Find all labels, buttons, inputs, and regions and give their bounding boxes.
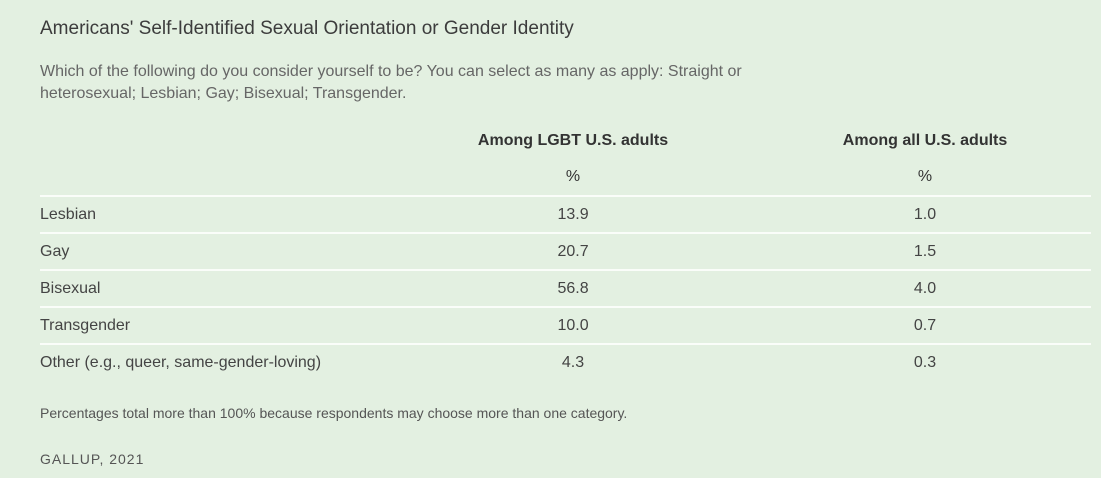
source-credit: GALLUP, 2021 <box>40 451 145 467</box>
value-lgbt: 10.0 <box>386 307 760 345</box>
column-header-category <box>40 122 387 159</box>
value-all: 4.0 <box>759 270 1091 308</box>
value-all: 0.3 <box>913 353 937 371</box>
value-lgbt: 4.3 <box>561 353 585 371</box>
header-row: Among LGBT U.S. adults Among all U.S. ad… <box>40 122 1091 159</box>
table-row: Gay 20.7 1.5 <box>40 233 1091 271</box>
row-label: Gay <box>40 233 387 271</box>
unit-lgbt: % <box>386 159 760 197</box>
row-label: Transgender <box>40 307 387 345</box>
unit-category <box>40 159 387 197</box>
footnote: Percentages total more than 100% because… <box>40 405 628 421</box>
column-header-all: Among all U.S. adults <box>842 131 1008 149</box>
survey-question: Which of the following do you consider y… <box>40 63 742 102</box>
chart-title: Americans' Self-Identified Sexual Orient… <box>40 18 574 39</box>
units-row: % % <box>40 159 1091 197</box>
value-lgbt: 13.9 <box>386 196 760 234</box>
table-row: Transgender 10.0 0.7 <box>40 307 1091 345</box>
value-all: 1.0 <box>759 196 1091 234</box>
table-row: Bisexual 56.8 4.0 <box>40 270 1091 308</box>
table-row: Lesbian 13.9 1.0 <box>40 196 1091 234</box>
row-label: Other (e.g., queer, same-gender-loving) <box>40 353 322 371</box>
value-all: 1.5 <box>759 233 1091 271</box>
row-label: Lesbian <box>40 196 387 234</box>
row-label: Bisexual <box>40 270 387 308</box>
value-all: 0.7 <box>759 307 1091 345</box>
column-header-lgbt: Among LGBT U.S. adults <box>477 131 669 149</box>
value-lgbt: 56.8 <box>386 270 760 308</box>
unit-all: % <box>759 159 1091 197</box>
table-row: Other (e.g., queer, same-gender-loving) … <box>40 344 1091 380</box>
results-table: Among LGBT U.S. adults Among all U.S. ad… <box>40 122 1091 380</box>
value-lgbt: 20.7 <box>386 233 760 271</box>
